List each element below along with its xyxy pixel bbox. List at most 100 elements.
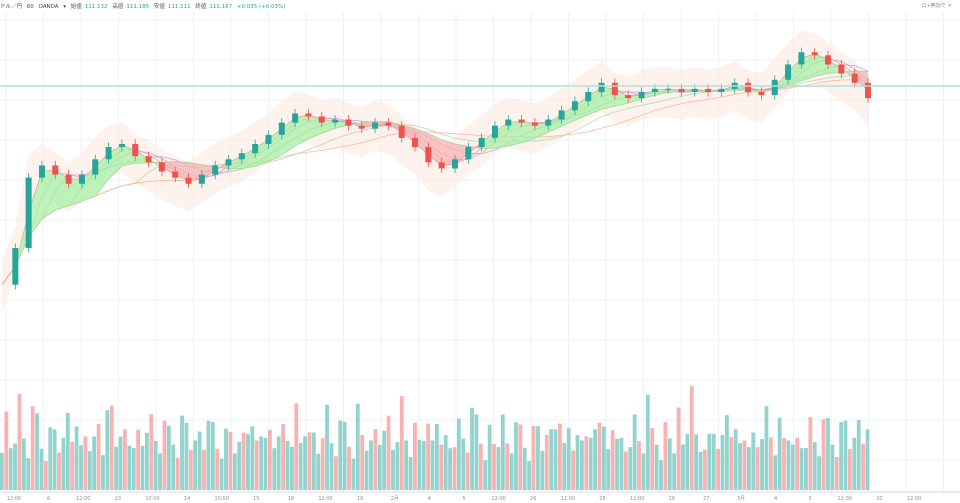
high-value: 111.185	[126, 4, 150, 10]
volume-bar	[131, 447, 136, 490]
volume-bar	[474, 414, 479, 490]
candle-up	[25, 177, 32, 248]
ribbon-fill-up	[588, 87, 602, 115]
volume-bar	[364, 450, 369, 490]
x-tick-label: 12:00	[838, 496, 852, 502]
volume-bar	[180, 415, 184, 490]
volume-bar	[307, 432, 312, 490]
close-icon[interactable]: ✕	[947, 3, 952, 9]
volume-bar	[153, 440, 158, 490]
candle-up	[651, 88, 658, 92]
volume-bar	[746, 447, 751, 490]
volume-bar	[26, 458, 31, 490]
volume-bar	[865, 429, 870, 490]
volume-bar	[786, 440, 791, 490]
ribbon-fill-up	[41, 170, 56, 219]
candle-down	[825, 55, 832, 65]
candle-up	[638, 92, 645, 99]
top-right-label[interactable]: ロ+無効で	[921, 3, 946, 9]
x-tick-label: 15	[253, 496, 259, 502]
top-right-controls: ロ+無効で ✕	[922, 2, 952, 9]
volume-bar	[316, 453, 321, 490]
interval-label[interactable]: 60	[26, 4, 34, 10]
volume-bar	[773, 455, 778, 490]
ribbon-fill-up	[628, 95, 642, 104]
candle-up	[598, 82, 605, 92]
candle-up	[78, 174, 85, 184]
candle-down	[52, 165, 59, 175]
volume-bars	[0, 386, 870, 490]
volume-bar	[39, 448, 44, 490]
ribbon-fill-up	[788, 58, 802, 86]
candle-up	[12, 248, 19, 285]
volume-bar	[338, 420, 343, 490]
candle-down	[851, 73, 858, 83]
volume-bar	[21, 438, 26, 490]
candle-up	[478, 137, 485, 148]
volume-bar	[421, 440, 426, 490]
candle-up	[718, 88, 725, 92]
volume-bar	[162, 420, 167, 490]
candle-up	[505, 119, 512, 126]
volume-bar	[294, 403, 299, 490]
candle-down	[172, 171, 179, 178]
x-tick-label: 12:00	[76, 496, 90, 502]
candle-down	[345, 119, 352, 126]
ribbon-fill-up	[55, 170, 69, 211]
ribbon-fill-up	[494, 122, 509, 149]
chevron-down-icon[interactable]: ▾	[63, 4, 67, 10]
volume-bar	[826, 418, 830, 490]
x-tick-label: 10:00	[145, 496, 159, 502]
volume-bar	[109, 405, 114, 490]
candle-down	[425, 147, 432, 163]
volume-bar	[404, 440, 409, 490]
volume-bar	[593, 429, 597, 490]
volume-bar	[760, 439, 764, 490]
volume-bar	[360, 435, 365, 490]
volume-bar	[716, 448, 721, 490]
volume-bar	[615, 438, 619, 490]
volume-bar	[689, 386, 694, 490]
x-tick-label: 12:00	[7, 496, 21, 502]
x-tick-label: 26	[530, 496, 536, 502]
candle-down	[518, 119, 525, 123]
candle-down	[398, 125, 405, 138]
symbol-name[interactable]: ドル／円	[0, 4, 23, 10]
volume-bar	[0, 452, 4, 490]
x-tick-label: 28	[599, 496, 605, 502]
volume-bar	[843, 420, 848, 490]
candle-down	[385, 122, 392, 126]
cloud-band	[2, 30, 868, 313]
volume-bar	[52, 429, 57, 490]
candle-down	[318, 116, 325, 123]
ribbon-fill-down	[188, 162, 202, 181]
ribbon-fill-up	[534, 122, 549, 139]
volume-bar	[650, 428, 655, 490]
volume-bar	[808, 417, 813, 490]
ribbon-fill-down	[161, 161, 176, 175]
ribbon-fill-up	[841, 69, 855, 79]
volume-bar	[202, 449, 206, 490]
volume-bar	[610, 430, 615, 490]
volume-bar	[694, 434, 699, 490]
volume-bar	[87, 451, 92, 490]
candle-down	[185, 177, 192, 184]
volume-bar	[149, 414, 154, 490]
volume-bar	[588, 437, 593, 490]
volume-bar	[43, 461, 48, 490]
volume-bar	[325, 404, 329, 490]
ribbon-fill-up	[561, 105, 575, 127]
ribbon-fill-up	[814, 53, 829, 77]
volume-bar	[439, 444, 444, 490]
volume-bar	[145, 432, 149, 490]
volume-bar	[782, 438, 786, 490]
volume-bar	[254, 440, 259, 490]
candle-down	[745, 82, 752, 92]
ribbon-fill-up	[241, 148, 256, 169]
volume-bar	[584, 436, 589, 490]
volume-bar	[549, 429, 554, 490]
volume-bar	[685, 434, 690, 490]
candle-up	[212, 165, 219, 175]
candle-up	[798, 52, 805, 65]
